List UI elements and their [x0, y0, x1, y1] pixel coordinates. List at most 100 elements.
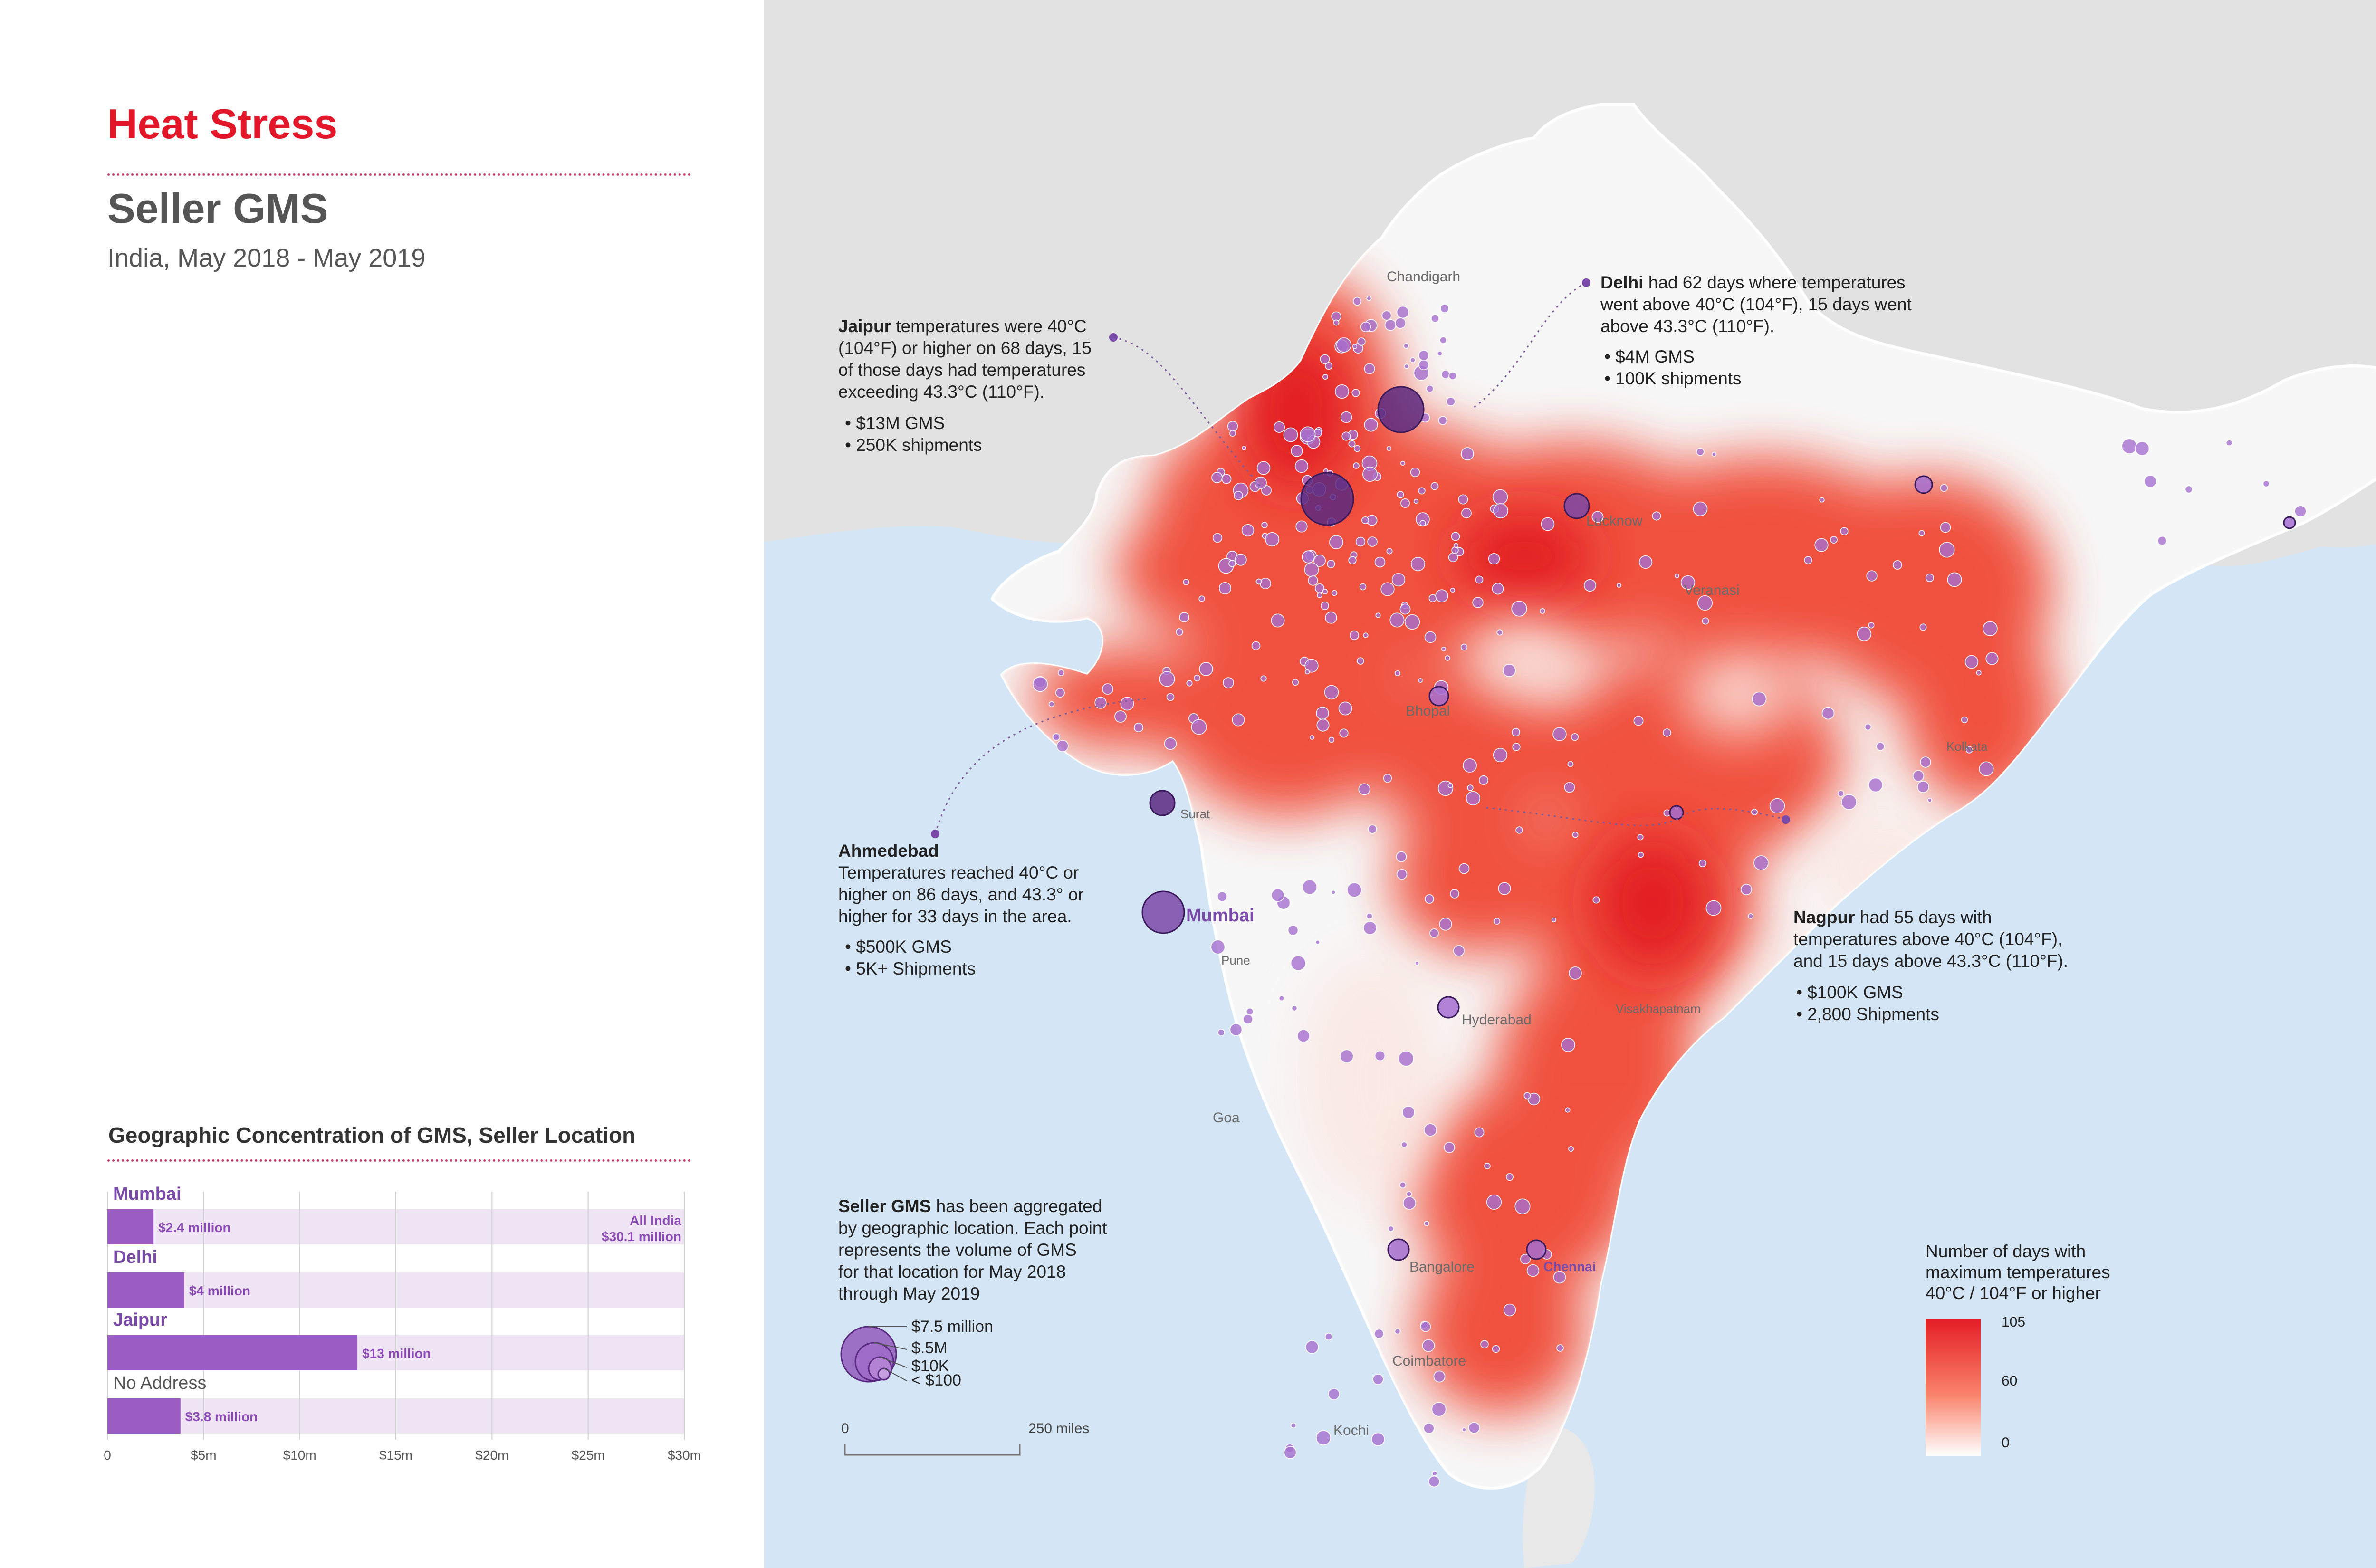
- gms-point: [1366, 913, 1373, 919]
- gms-point: [1321, 602, 1329, 610]
- gms-point: [1480, 1340, 1489, 1348]
- gms-point: [1350, 631, 1359, 640]
- gms-point: [1493, 747, 1508, 763]
- gms-point: [1893, 560, 1902, 570]
- gms-point: [1451, 532, 1460, 541]
- gms-point: [1333, 319, 1340, 326]
- gms-point: [1305, 1340, 1319, 1354]
- gms-point: [1947, 572, 1962, 587]
- city-label-mumbai: Mumbai: [1186, 906, 1255, 926]
- gms-point: [1278, 995, 1285, 1002]
- scale-start-label: 0: [841, 1421, 849, 1436]
- gms-point: [1191, 719, 1207, 735]
- gms-point: [1961, 716, 1968, 724]
- gms-point: [1271, 613, 1285, 628]
- gms-point: [1396, 306, 1409, 319]
- left-panel: Heat Stress Seller GMS India, May 2018 -…: [0, 0, 764, 1568]
- gms-point: [1453, 945, 1465, 956]
- gms-point: [1114, 710, 1127, 723]
- city-label-chennai: Chennai: [1543, 1259, 1596, 1274]
- gms-point: [1511, 601, 1527, 617]
- gms-hub-point: [1526, 1239, 1547, 1260]
- gms-point: [1032, 676, 1048, 692]
- gms-hub-point: [1149, 790, 1176, 816]
- gms-point: [1398, 1051, 1414, 1067]
- gms-point: [1271, 888, 1285, 902]
- bar-value-label: $13 million: [362, 1346, 431, 1361]
- nagpur-shipments: • 2,800 Shipments: [1796, 1004, 1939, 1024]
- gms-point: [1052, 733, 1061, 741]
- scale-end-label: 250 miles: [1028, 1421, 1090, 1436]
- gms-point: [1475, 575, 1484, 584]
- gms-point: [1234, 491, 1243, 500]
- gms-point: [1940, 484, 1948, 492]
- gms-point: [1912, 770, 1925, 782]
- gms-point: [1410, 556, 1426, 572]
- gms-point: [1571, 733, 1579, 741]
- city-label-coimbatore: Coimbatore: [1392, 1353, 1466, 1369]
- gms-point: [1384, 319, 1397, 331]
- title-divider: [107, 173, 691, 176]
- gms-point: [1360, 321, 1371, 333]
- gms-point: [1304, 562, 1319, 577]
- gms-point: [1423, 1423, 1435, 1434]
- gms-point: [1217, 1029, 1225, 1036]
- gms-point: [1134, 723, 1143, 732]
- gms-point: [1211, 472, 1223, 483]
- gms-point: [1494, 918, 1500, 925]
- bar-category-label: Jaipur: [113, 1310, 167, 1330]
- x-tick-label: $10m: [283, 1448, 316, 1463]
- gms-point: [1540, 608, 1545, 614]
- gms-point: [1381, 310, 1392, 321]
- gms-point: [1976, 670, 1982, 676]
- gms-point: [1702, 617, 1709, 625]
- gms-point: [1741, 884, 1752, 895]
- gms-point: [1523, 1092, 1531, 1100]
- gms-point: [1352, 344, 1358, 349]
- gms-point: [1380, 582, 1395, 596]
- gms-point: [1329, 535, 1343, 549]
- size-legend-label-1: $7.5 million: [911, 1318, 993, 1336]
- gms-point: [1394, 1328, 1401, 1335]
- gms-point: [1210, 939, 1226, 955]
- city-label-bangalore: Bangalore: [1409, 1259, 1475, 1275]
- gms-point: [1520, 1254, 1531, 1264]
- gms-point: [1094, 697, 1107, 709]
- gms-point: [1400, 460, 1406, 466]
- annotation-delhi-name: Delhi: [1600, 273, 1644, 292]
- gms-point: [2225, 439, 2233, 447]
- gms-point: [1583, 579, 1597, 592]
- gms-point: [1374, 1329, 1384, 1339]
- gms-point: [1351, 389, 1360, 397]
- gms-point: [1368, 824, 1377, 834]
- city-label-lucknow: Lucknow: [1586, 513, 1643, 529]
- size-legend-label-3: $10K: [911, 1357, 949, 1375]
- gms-point: [1410, 467, 1420, 478]
- gms-point: [1328, 1388, 1340, 1400]
- delhi-shipments: • 100K shipments: [1604, 369, 1742, 388]
- gms-point: [1313, 555, 1326, 567]
- gms-point: [1396, 851, 1407, 862]
- annotation-jaipur-name: Jaipur: [838, 316, 891, 336]
- gms-point: [1395, 317, 1406, 329]
- city-label-visakhapatnam: Visakhapatnam: [1616, 1002, 1701, 1016]
- gms-point: [1985, 652, 1999, 665]
- color-legend-bar: [1926, 1319, 1981, 1456]
- gms-point: [1300, 426, 1316, 442]
- gms-point: [1284, 1446, 1297, 1459]
- gms-point: [2184, 485, 2193, 494]
- city-label-goa: Goa: [1213, 1110, 1240, 1126]
- gms-point: [1940, 522, 1951, 533]
- gms-point: [1711, 451, 1717, 457]
- gms-point: [1868, 622, 1875, 629]
- gms-point: [1294, 459, 1309, 473]
- gms-point: [1697, 595, 1713, 611]
- gms-point: [1186, 680, 1193, 687]
- gms-point: [1410, 357, 1416, 363]
- gms-hub-point: [1300, 472, 1354, 526]
- gms-point: [1058, 669, 1064, 676]
- gms-point: [1496, 629, 1503, 636]
- gms-point: [1868, 777, 1883, 793]
- gms-point: [1316, 718, 1330, 732]
- page-title: Heat Stress: [107, 100, 338, 147]
